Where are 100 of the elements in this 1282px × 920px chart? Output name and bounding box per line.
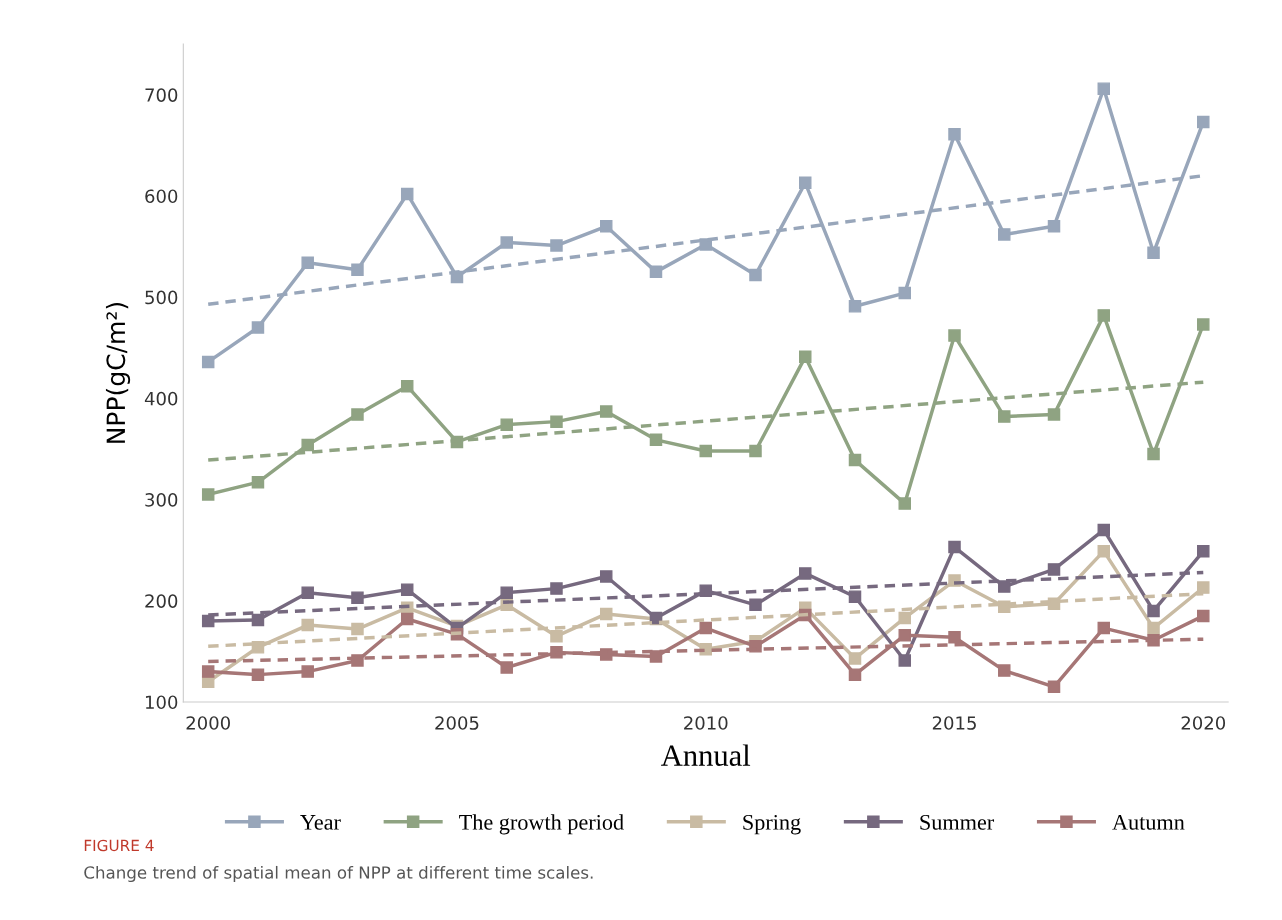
point [998, 664, 1011, 677]
point [500, 236, 513, 249]
point [1097, 309, 1111, 322]
point [898, 611, 912, 625]
text: Change trend of spatial mean of NPP at different time scales. [84, 865, 593, 883]
point [301, 586, 314, 599]
point [749, 640, 762, 653]
y-tick-label: 200 [145, 594, 178, 608]
point [798, 350, 812, 364]
point [1197, 544, 1210, 558]
point [1047, 680, 1061, 694]
legend-label: Summer [920, 814, 995, 830]
point [948, 630, 961, 644]
point [351, 591, 364, 604]
point [1147, 246, 1160, 259]
point [1147, 604, 1160, 618]
point [500, 418, 513, 431]
point [550, 239, 563, 252]
point [351, 622, 364, 636]
point [1197, 581, 1210, 594]
point [948, 540, 961, 554]
point [500, 661, 513, 674]
point [998, 228, 1011, 241]
point [500, 586, 513, 599]
point [550, 629, 563, 643]
point [599, 405, 613, 418]
point [400, 379, 414, 393]
point [1097, 544, 1111, 558]
point [898, 497, 912, 510]
legend-label: Year [300, 815, 341, 830]
y-tick-label: 600 [145, 189, 178, 204]
legend-label: The growth period [459, 814, 624, 835]
point [998, 580, 1011, 593]
point [1097, 82, 1111, 95]
legend-label: Spring [743, 814, 801, 835]
point [749, 444, 762, 458]
point [798, 176, 812, 190]
point [550, 646, 563, 659]
y-tick-label: 400 [144, 391, 178, 406]
point [1097, 523, 1111, 537]
point [898, 628, 912, 642]
x-tick-label: 2005 [435, 716, 479, 730]
point [1197, 115, 1210, 129]
point [848, 590, 862, 603]
point [948, 329, 961, 342]
point [649, 433, 663, 447]
point [1047, 563, 1061, 576]
point [1097, 621, 1111, 635]
point [848, 668, 862, 681]
point [251, 613, 265, 627]
point [251, 321, 265, 334]
point [550, 582, 563, 595]
point [848, 453, 862, 467]
point [301, 618, 314, 632]
point [251, 476, 265, 489]
y-tick-label: 700 [145, 88, 178, 102]
point [699, 444, 712, 458]
legend-label: Autumn [1112, 814, 1185, 830]
point [948, 127, 961, 141]
point [649, 265, 663, 279]
point [599, 220, 613, 233]
point [848, 300, 862, 313]
point [400, 583, 414, 596]
point [998, 410, 1011, 423]
point [1147, 621, 1160, 635]
point [351, 408, 364, 421]
point [1197, 318, 1210, 331]
point [400, 612, 414, 626]
point [599, 570, 613, 583]
x-tick-label: 2015 [932, 716, 976, 730]
point [749, 268, 762, 282]
point [201, 355, 215, 369]
point [599, 607, 613, 621]
x-tick-label: 2020 [1181, 716, 1226, 730]
point [251, 641, 265, 654]
caption: FIGURE 4 [84, 839, 154, 852]
point [798, 567, 812, 580]
x-axis-title: Annual [661, 744, 751, 766]
point [599, 648, 613, 661]
point [699, 621, 712, 635]
point [1147, 447, 1160, 461]
point [201, 488, 215, 501]
point [749, 598, 762, 612]
point [1197, 609, 1210, 623]
point [848, 652, 862, 665]
point [898, 286, 912, 300]
point [400, 187, 414, 201]
point [699, 584, 712, 597]
y-tick-label: 300 [145, 493, 178, 507]
y-tick-label: 100 [145, 695, 178, 710]
y-tick-label: 500 [145, 290, 178, 305]
point [550, 415, 563, 428]
x-tick-label: 2000 [186, 716, 230, 730]
point [898, 654, 912, 667]
point [251, 668, 265, 681]
point [301, 438, 314, 452]
point [1047, 408, 1061, 421]
point [699, 238, 712, 251]
x-tick-label: 2010 [684, 716, 728, 730]
y-axis-title: NPP(gC/m²) [105, 302, 131, 443]
